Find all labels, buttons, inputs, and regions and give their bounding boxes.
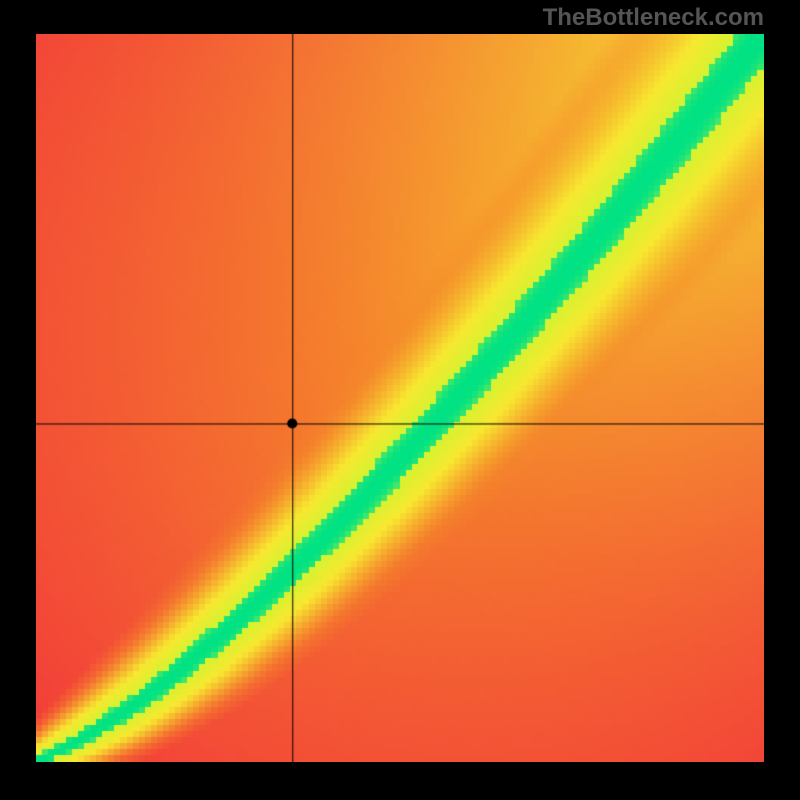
watermark-text: TheBottleneck.com: [543, 4, 764, 32]
bottleneck-heatmap: [36, 34, 764, 762]
chart-container: TheBottleneck.com: [0, 0, 800, 800]
